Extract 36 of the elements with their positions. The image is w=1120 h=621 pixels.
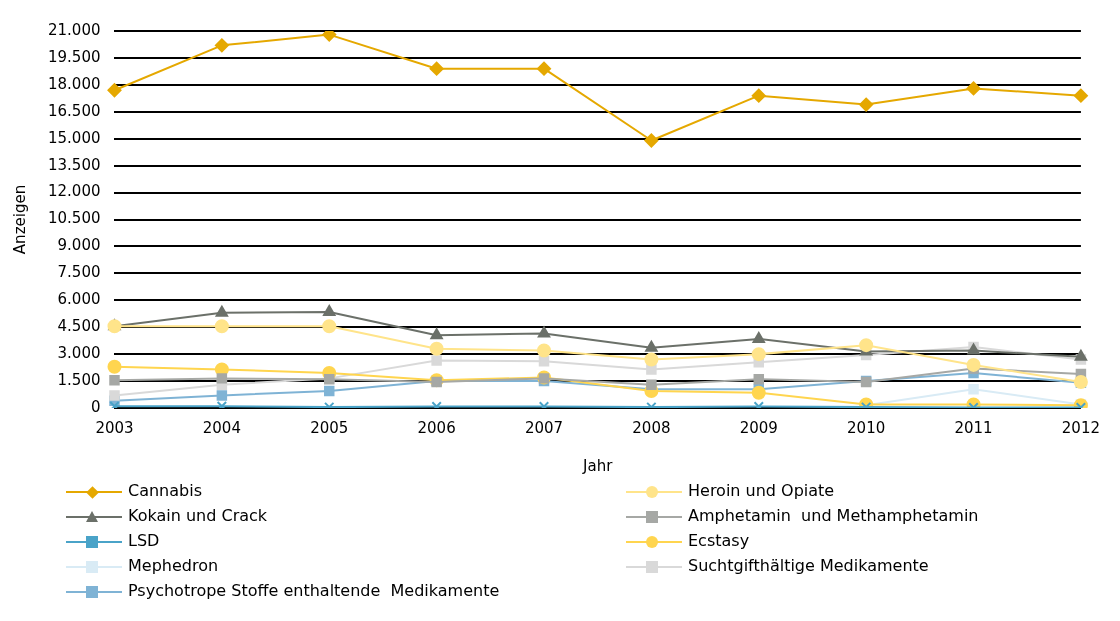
y-tick-label: 0 <box>90 397 101 416</box>
y-tick-label: 19.500 <box>47 47 101 66</box>
x-axis-title: Jahr <box>582 456 614 475</box>
x-tick-label: 2011 <box>954 418 993 437</box>
legend-label: Amphetamin und Methamphetamin <box>688 506 979 525</box>
y-tick-label: 7.500 <box>57 263 101 282</box>
y-tick-label: 12.000 <box>47 182 101 201</box>
y-tick-label: 10.500 <box>47 209 101 228</box>
y-tick-label: 21.000 <box>47 20 101 39</box>
legend-label: Psychotrope Stoffe enthaltende Medikamente <box>128 581 500 600</box>
y-tick-label: 6.000 <box>57 290 101 309</box>
legend-label: Mephedron <box>128 556 219 575</box>
x-tick-label: 2008 <box>632 418 671 437</box>
y-tick-label: 1.500 <box>57 370 101 389</box>
x-tick-label: 2005 <box>310 418 349 437</box>
x-tick-label: 2010 <box>847 418 886 437</box>
x-tick-label: 2004 <box>202 418 241 437</box>
y-tick-label: 16.500 <box>47 101 101 120</box>
legend-label: Heroin und Opiate <box>688 481 835 500</box>
y-tick-label: 13.500 <box>47 155 101 174</box>
x-tick-label: 2007 <box>524 418 564 437</box>
legend-label: Cannabis <box>128 481 202 500</box>
y-tick-label: 18.000 <box>47 74 101 93</box>
legend-label: Suchtgifthältige Medikamente <box>688 556 929 575</box>
y-tick-label: 3.000 <box>57 344 101 363</box>
y-tick-label: 4.500 <box>57 317 101 336</box>
legend-label: Ecstasy <box>688 531 750 550</box>
x-tick-label: 2006 <box>417 418 456 437</box>
x-tick-label: 2009 <box>739 418 778 437</box>
legend-label: Kokain und Crack <box>128 506 268 525</box>
x-tick-label: 2012 <box>1061 418 1101 437</box>
legend-label: LSD <box>128 531 160 550</box>
y-tick-label: 9.000 <box>57 236 101 255</box>
x-tick-label: 2003 <box>95 418 134 437</box>
y-tick-label: 15.000 <box>47 128 101 147</box>
y-axis-title: Anzeigen <box>10 184 29 255</box>
